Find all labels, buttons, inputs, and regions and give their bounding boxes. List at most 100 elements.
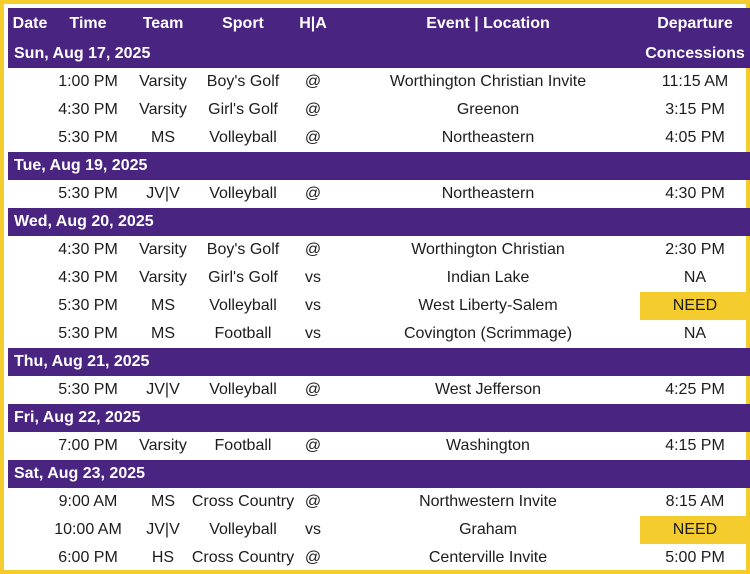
event-location-cell: Northeastern [441, 129, 535, 146]
sport-cell: Girl's Golf [208, 101, 278, 118]
departure-cell: 5:00 PM [665, 549, 725, 566]
departure-cell: 4:30 PM [665, 185, 725, 202]
time-cell: 5:30 PM [58, 381, 118, 398]
date-row: Fri, Aug 22, 2025 [8, 404, 750, 432]
date-label: Sun, Aug 17, 2025 [14, 45, 151, 62]
date-row: Sat, Aug 23, 2025 [8, 460, 750, 488]
date-label: Tue, Aug 19, 2025 [14, 157, 148, 174]
event-row: 6:00 PM HS Cross Country @ Centerville Invit… [8, 544, 750, 572]
departure-cell: 4:05 PM [665, 129, 725, 146]
departure-cell: 11:15 AM [661, 73, 729, 90]
header-team: Team [142, 15, 184, 32]
event-row: 4:30 PM Varsity Boy's Golf @ Worthington Chr… [8, 236, 750, 264]
header-sport: Sport [222, 15, 264, 32]
event-location-cell: Washington [446, 437, 530, 454]
time-cell: 1:00 PM [58, 73, 118, 90]
sport-cell: Cross Country [191, 549, 295, 566]
home-away-cell: @ [304, 437, 322, 454]
header-concessions: Concessions [645, 45, 745, 62]
event-row: 1:00 PM Varsity Boy's Golf @ Worthington Chr… [8, 68, 750, 96]
home-away-cell: vs [305, 521, 321, 538]
sport-cell: Cross Country [191, 493, 295, 510]
team-cell: MS [151, 325, 175, 342]
sport-cell: Volleyball [209, 521, 277, 538]
time-cell: 6:00 PM [58, 549, 118, 566]
home-away-cell: vs [305, 325, 321, 342]
event-location-cell: Indian Lake [446, 269, 530, 286]
date-label: Sat, Aug 23, 2025 [14, 465, 146, 482]
departure-cell: NA [683, 269, 707, 286]
home-away-cell: @ [304, 129, 322, 146]
sport-cell: Volleyball [209, 129, 277, 146]
event-location-cell: Worthington Christian Invite [389, 73, 587, 90]
home-away-cell: @ [304, 241, 322, 258]
event-location-cell: Worthington Christian [411, 241, 565, 258]
time-cell: 5:30 PM [58, 185, 118, 202]
team-cell: JV|V [146, 521, 180, 538]
header-ha: H|A [299, 15, 327, 32]
home-away-cell: @ [304, 549, 322, 566]
sport-cell: Football [214, 437, 272, 454]
date-label: Fri, Aug 22, 2025 [14, 409, 141, 426]
departure-cell: 3:15 PM [665, 101, 725, 118]
time-cell: 4:30 PM [58, 241, 118, 258]
event-row: 5:30 PM JV|V Volleyball @ West Jefferson 4:25… [8, 376, 750, 404]
sport-cell: Volleyball [209, 381, 277, 398]
event-row: 5:30 PM JV|V Volleyball @ Northeastern 4:30 P… [8, 180, 750, 208]
time-cell: 4:30 PM [58, 269, 118, 286]
departure-cell: 4:15 PM [665, 437, 725, 454]
header-row: Date Time Team Sport H|A Event | Locatio… [8, 8, 750, 40]
date-row: Wed, Aug 20, 2025 [8, 208, 750, 236]
event-location-cell: Graham [459, 521, 517, 538]
event-row: 5:30 PM MS Volleyball @ Northeastern 4:05 PM [8, 124, 750, 152]
event-location-cell: West Liberty-Salem [418, 297, 558, 314]
event-row: 10:00 AM JV|V Volleyball vs Graham NEED [8, 516, 750, 544]
departure-cell: NA [683, 325, 707, 342]
date-row: Sun, Aug 17, 2025 Concessions [8, 40, 750, 68]
team-cell: Varsity [139, 269, 187, 286]
team-cell: MS [151, 297, 175, 314]
event-row: 5:30 PM MS Football vs Covington (Scrimmage)… [8, 320, 750, 348]
time-cell: 10:00 AM [54, 521, 122, 538]
home-away-cell: @ [304, 185, 322, 202]
event-location-cell: Northeastern [441, 185, 535, 202]
sport-cell: Boy's Golf [206, 241, 280, 258]
event-location-cell: West Jefferson [434, 381, 542, 398]
time-cell: 7:00 PM [58, 437, 118, 454]
team-cell: Varsity [139, 241, 187, 258]
time-cell: 4:30 PM [58, 101, 118, 118]
event-row: 4:30 PM Varsity Girl's Golf vs Indian Lake NA [8, 264, 750, 292]
team-cell: Varsity [139, 73, 187, 90]
event-row: 9:00 AM MS Cross Country @ Northwestern Invi… [8, 488, 750, 516]
date-label: Wed, Aug 20, 2025 [14, 213, 154, 230]
team-cell: JV|V [146, 381, 180, 398]
time-cell: 5:30 PM [58, 297, 118, 314]
concessions-need-badge: NEED [640, 516, 750, 544]
time-cell: 5:30 PM [58, 325, 118, 342]
header-date: Date [12, 15, 48, 32]
event-row: 5:30 PM MS Volleyball vs West Liberty-Salem N… [8, 292, 750, 320]
concessions-need-badge: NEED [640, 292, 750, 320]
header-time: Time [69, 15, 107, 32]
sport-cell: Volleyball [209, 297, 277, 314]
event-row: 4:30 PM Varsity Girl's Golf @ Greenon 3:15 PM [8, 96, 750, 124]
home-away-cell: @ [304, 101, 322, 118]
departure-cell: 4:25 PM [665, 381, 725, 398]
departure-cell: 2:30 PM [665, 241, 725, 258]
home-away-cell: @ [304, 381, 322, 398]
home-away-cell: vs [305, 297, 321, 314]
sport-cell: Volleyball [209, 185, 277, 202]
team-cell: JV|V [146, 185, 180, 202]
team-cell: Varsity [139, 101, 187, 118]
event-location-cell: Covington (Scrimmage) [403, 325, 573, 342]
event-row: 7:00 PM Varsity Football @ Washington 4:15 PM [8, 432, 750, 460]
schedule-table: Date Time Team Sport H|A Event | Locatio… [8, 8, 750, 574]
event-location-cell: Centerville Invite [428, 549, 548, 566]
time-cell: 9:00 AM [58, 493, 118, 510]
home-away-cell: @ [304, 73, 322, 90]
team-cell: Varsity [139, 437, 187, 454]
date-label: Thu, Aug 21, 2025 [14, 353, 150, 370]
date-row: Tue, Aug 19, 2025 [8, 152, 750, 180]
home-away-cell: vs [305, 269, 321, 286]
